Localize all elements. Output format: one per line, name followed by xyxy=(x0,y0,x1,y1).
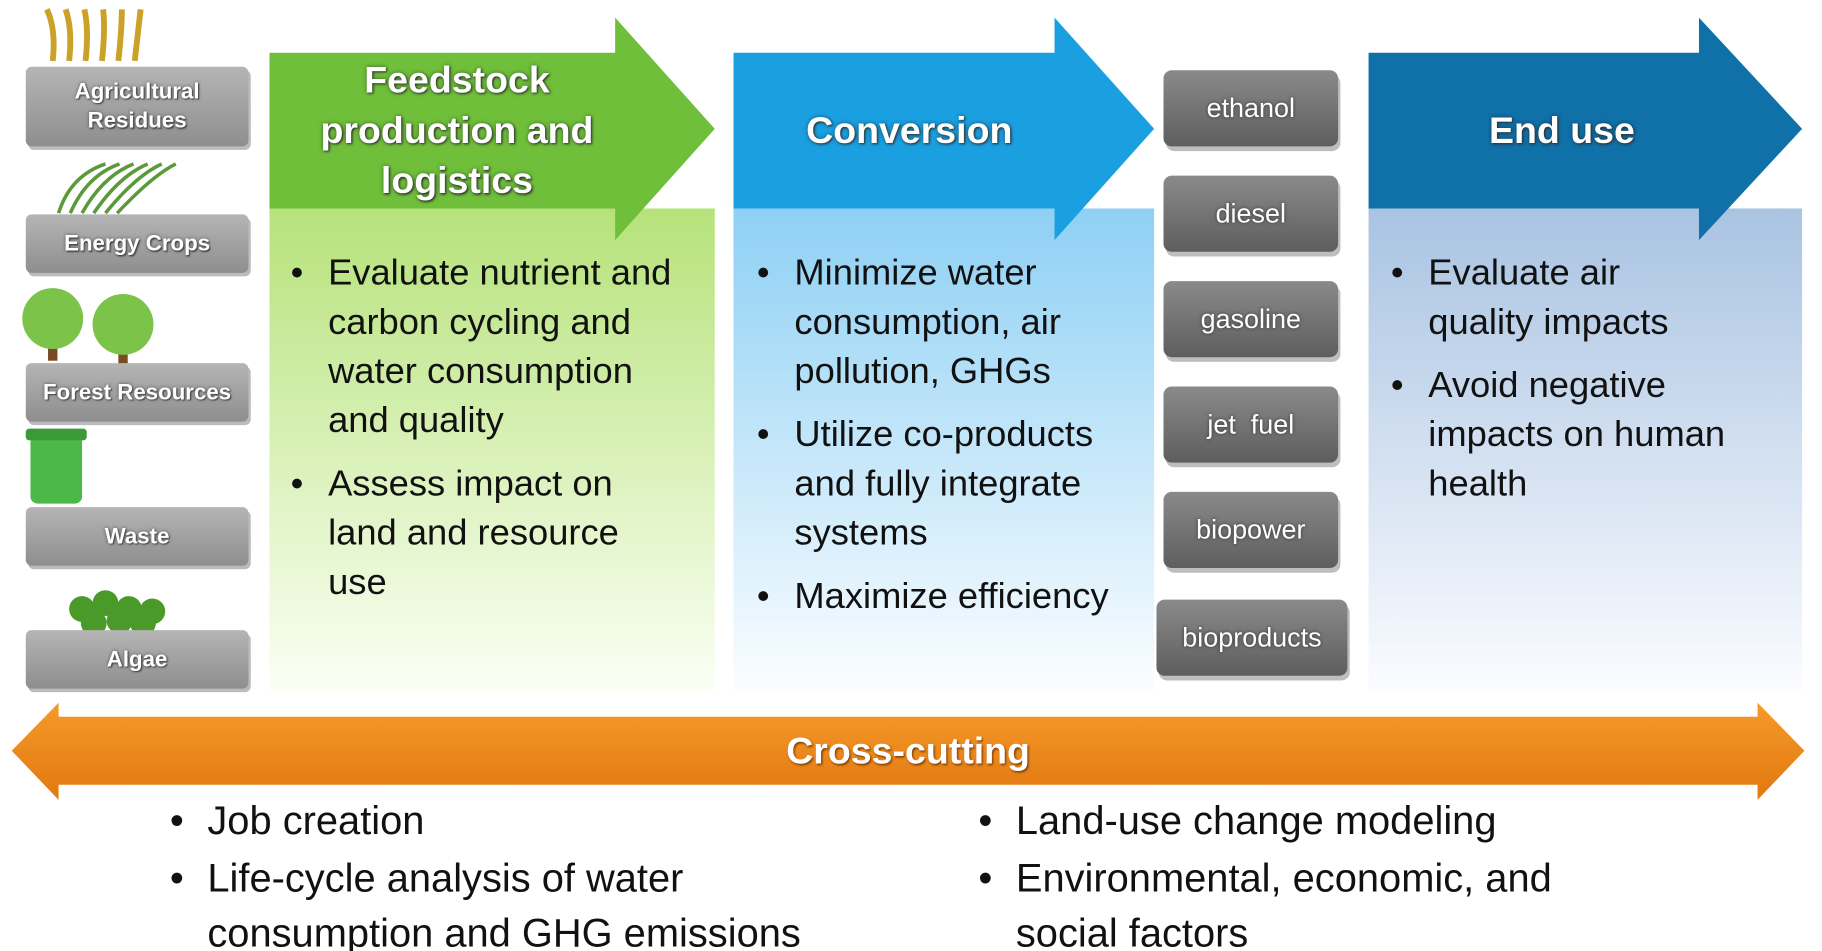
bullet: Utilize co-products and fully integrate … xyxy=(794,410,1143,558)
product-label: bioproducts xyxy=(1156,600,1347,676)
bullet: Assess impact on land and resource use xyxy=(328,459,677,607)
stage-title: Feedstock production and logistics xyxy=(275,53,638,209)
icon xyxy=(118,9,122,61)
page: {"feedstocks": ["Agricultural Residues",… xyxy=(0,0,1822,951)
icon xyxy=(102,9,104,61)
icon xyxy=(22,288,83,349)
bullet: Minimize water consumption, air pollutio… xyxy=(794,248,1143,396)
feedstock-label-box: Agricultural Residues xyxy=(26,67,249,147)
feedstock-label: Forest Resources xyxy=(26,363,249,422)
bullet-list: Evaluate nutrient and carbon cycling and… xyxy=(291,248,678,606)
icon xyxy=(47,9,54,61)
icon xyxy=(26,429,87,441)
diagram: Agricultural Residues Energy Crops Forest … xyxy=(0,0,1822,951)
bullet-list: Land-use change modelingEnvironmental, e… xyxy=(978,794,1634,951)
feedstock-text: Algae xyxy=(107,645,168,674)
stage-title-text: Conversion xyxy=(806,105,1012,155)
product-label: ethanol xyxy=(1164,70,1339,146)
icon xyxy=(30,436,82,504)
bullet: Life-cycle analysis of water consumption… xyxy=(207,851,896,951)
product-text: diesel xyxy=(1216,198,1286,230)
cross-cutting-title: Cross-cutting xyxy=(59,717,1758,785)
feedstock-label-box: Waste xyxy=(26,507,249,566)
feedstock-label-box: Energy Crops xyxy=(26,214,249,273)
bullet-list: Minimize water consumption, air pollutio… xyxy=(757,248,1144,620)
product-text: ethanol xyxy=(1207,93,1295,125)
feedstock-text: Waste xyxy=(105,522,170,551)
product-text: gasoline xyxy=(1201,303,1301,335)
bullet-list: Job creationLife-cycle analysis of water… xyxy=(170,794,896,951)
product-text: biopower xyxy=(1196,514,1305,546)
bullet: Environmental, economic, and social fact… xyxy=(1016,851,1635,951)
feedstock-label: Algae xyxy=(26,630,249,689)
product-label: gasoline xyxy=(1164,281,1339,357)
product-text: jet fuel xyxy=(1207,409,1294,441)
feedstock-label: Waste xyxy=(26,507,249,566)
product-label: diesel xyxy=(1164,176,1339,252)
cross-cutting-title-box: Cross-cutting xyxy=(59,717,1758,785)
cross-cutting-text: Cross-cutting xyxy=(786,729,1030,772)
stage-bullets: Minimize water consumption, air pollutio… xyxy=(757,248,1144,681)
cross-cutting-bullets: Job creationLife-cycle analysis of water… xyxy=(170,794,896,951)
bullet: Maximize efficiency xyxy=(794,572,1143,621)
feedstock-text: Energy Crops xyxy=(64,229,210,258)
product-label-box: bioproducts xyxy=(1156,600,1347,676)
bullet-list: Evaluate air quality impacts Avoid negati… xyxy=(1391,248,1731,508)
stage-title-box: Conversion xyxy=(733,53,1085,209)
stage-title-text: Feedstock production and logistics xyxy=(275,55,638,206)
feedstock-text: Agricultural Residues xyxy=(26,77,249,136)
feedstock-label: Agricultural Residues xyxy=(26,67,249,147)
product-label-box: jet fuel xyxy=(1164,386,1339,462)
icon xyxy=(93,294,154,355)
product-label: jet fuel xyxy=(1164,386,1339,462)
stage-title-box: End use xyxy=(1369,53,1756,209)
stage-title-text: End use xyxy=(1489,105,1635,155)
product-label: biopower xyxy=(1164,492,1339,568)
bullet: Land-use change modeling xyxy=(1016,794,1635,849)
icon xyxy=(84,9,87,61)
stage-title: End use xyxy=(1369,53,1756,209)
cross-cutting-bullets: Land-use change modelingEnvironmental, e… xyxy=(978,794,1634,951)
bullet: Avoid negative impacts on human health xyxy=(1428,361,1730,509)
product-label-box: ethanol xyxy=(1164,70,1339,146)
feedstock-label-box: Algae xyxy=(26,630,249,689)
stage-bullets: Evaluate air quality impacts Avoid negati… xyxy=(1391,248,1731,681)
bullet: Job creation xyxy=(207,794,896,849)
stage-title: Conversion xyxy=(733,53,1085,209)
feedstock-text: Forest Resources xyxy=(43,378,231,407)
product-text: bioproducts xyxy=(1182,622,1321,654)
stage-title-box: Feedstock production and logistics xyxy=(275,53,638,209)
product-label-box: gasoline xyxy=(1164,281,1339,357)
icon xyxy=(135,9,141,61)
product-label-box: diesel xyxy=(1164,176,1339,252)
feedstock-label: Energy Crops xyxy=(26,214,249,273)
bullet: Evaluate nutrient and carbon cycling and… xyxy=(328,248,677,445)
feedstock-label-box: Forest Resources xyxy=(26,363,249,422)
stage-bullets: Evaluate nutrient and carbon cycling and… xyxy=(291,248,678,681)
icon xyxy=(66,9,71,61)
bullet: Evaluate air quality impacts xyxy=(1428,248,1730,346)
product-label-box: biopower xyxy=(1164,492,1339,568)
